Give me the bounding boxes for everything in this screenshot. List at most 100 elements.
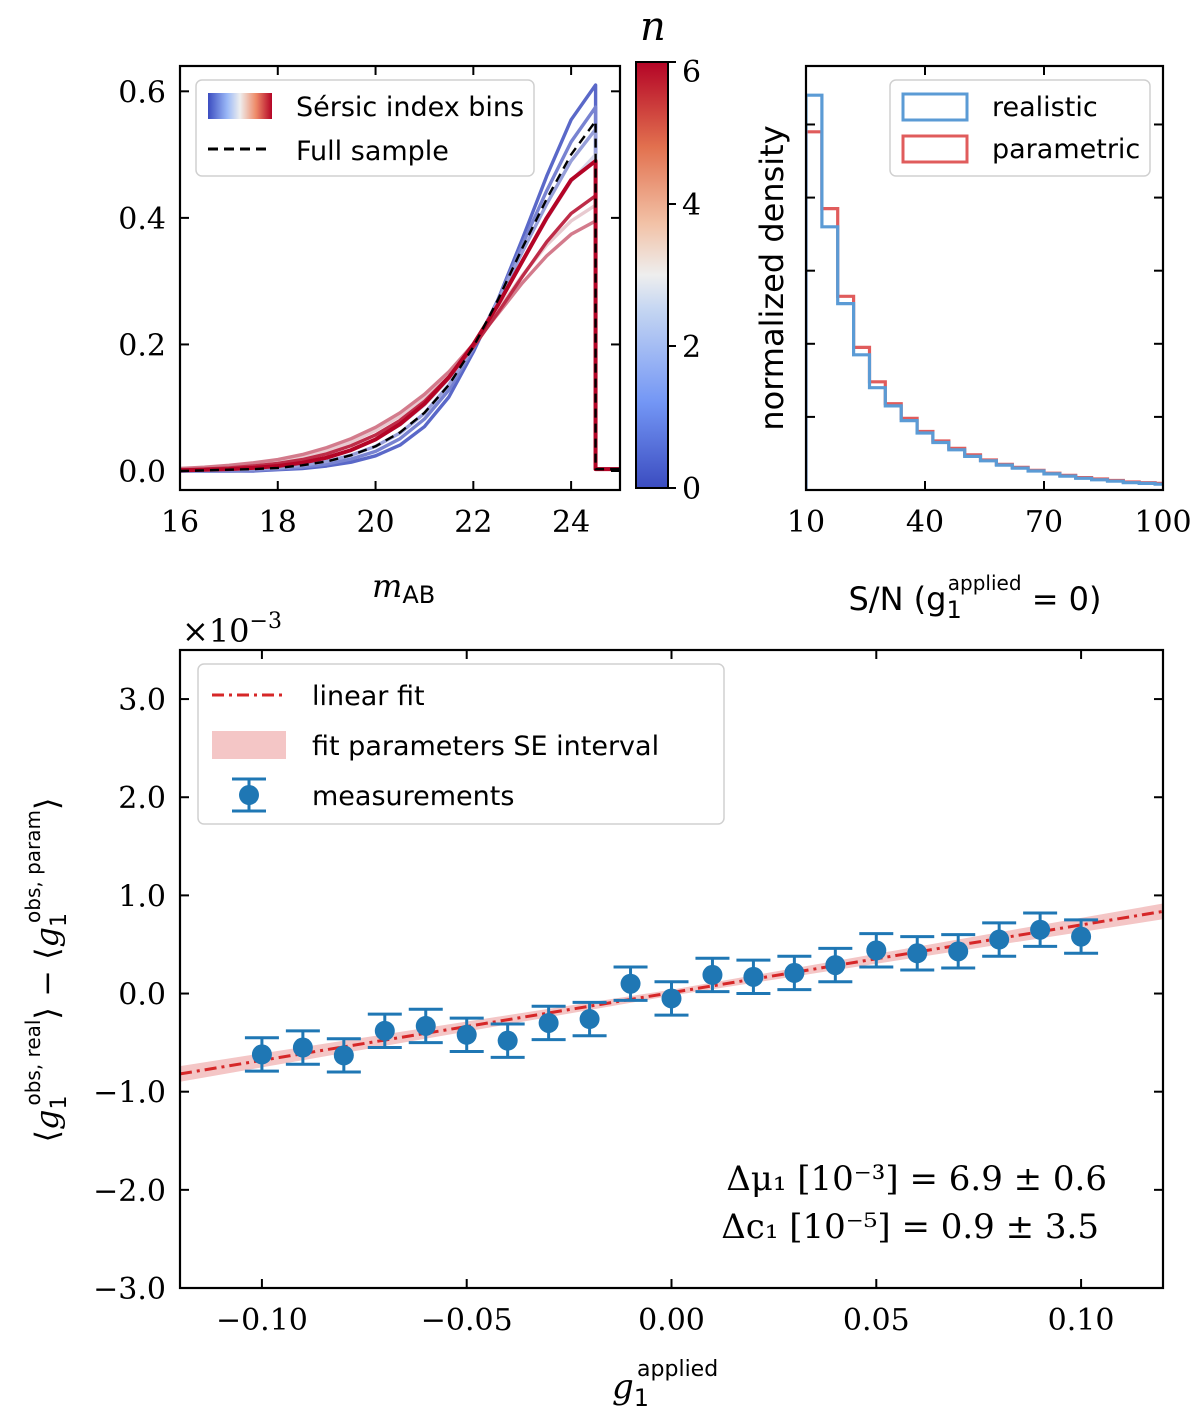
snr-x-tick-label: 100	[1134, 505, 1191, 540]
sersic-curve-3.5	[180, 203, 620, 471]
bias-annotation-mu: Δμ₁ [10⁻³] = 6.9 ± 0.6	[726, 1159, 1107, 1199]
measurement-point	[449, 1016, 484, 1053]
snr-histogram-realistic	[806, 93, 1163, 490]
measurement-point	[1023, 911, 1058, 948]
magnitude-plot-frame	[178, 64, 622, 492]
measurement-marker	[251, 1044, 272, 1065]
sersic-curve-4.5	[180, 219, 620, 471]
measurement-point	[613, 965, 648, 1002]
bias-x-tick-label: 0.05	[843, 1303, 910, 1338]
bias-y-tick-label: 0.0	[118, 978, 166, 1013]
measurement-point	[818, 946, 853, 984]
legend-sersic-bins: Sérsic index bins	[296, 92, 524, 123]
magnitude-x-label: mAB	[372, 567, 435, 609]
magnitude-y-tick-label: 0.2	[118, 328, 166, 363]
magnitude-y-ticks: 0.0 0.2 0.4 0.6	[118, 75, 620, 490]
colorbar-gradient	[635, 61, 669, 489]
bias-y-tick-label: −1.0	[93, 1076, 166, 1111]
legend-linear-fit: linear fit	[312, 681, 425, 712]
measurements-legend-swatch	[232, 777, 266, 813]
sersic-curve-6	[180, 158, 620, 473]
legend-measurements: measurements	[312, 781, 514, 812]
measurement-point	[1064, 918, 1099, 955]
bias-x-label: g1applied	[612, 1357, 718, 1412]
bias-y-tick-label: −2.0	[93, 1174, 166, 1209]
realistic-legend-swatch	[901, 92, 969, 122]
bias-y-tick-label: 2.0	[118, 781, 166, 816]
measurement-point	[572, 1000, 607, 1038]
legend-se-interval: fit parameters SE interval	[312, 731, 659, 762]
legend-realistic: realistic	[992, 92, 1098, 123]
magnitude-x-tick-label: 20	[356, 505, 394, 540]
measurement-point	[490, 1022, 525, 1059]
magnitude-y-tick-label: 0.4	[118, 202, 166, 237]
measurement-point	[408, 1007, 443, 1045]
snr-x-tick-label: 10	[787, 505, 825, 540]
measurement-point	[326, 1037, 361, 1074]
colorbar-tick-label: 4	[682, 188, 701, 223]
measurement-marker	[743, 966, 764, 987]
measurement-point	[941, 933, 976, 970]
measurement-marker	[579, 1009, 600, 1030]
magnitude-y-tick-label: 0.0	[118, 455, 166, 490]
bias-plot-area	[180, 903, 1163, 1082]
measurement-marker	[1030, 919, 1051, 940]
measurement-point	[244, 1036, 279, 1073]
magnitude-legend: Sérsic index bins Full sample	[195, 79, 535, 177]
se-interval-legend-swatch	[212, 731, 286, 759]
snr-x-tick-label: 40	[906, 505, 944, 540]
snr-legend: realistic parametric	[889, 79, 1151, 177]
bias-y-tick-label: −3.0	[93, 1272, 166, 1307]
legend-full-sample: Full sample	[296, 136, 449, 167]
measurement-point	[982, 921, 1017, 958]
bias-legend: linear fit fit parameters SE interval me…	[197, 663, 725, 825]
measurement-marker	[497, 1030, 518, 1051]
bias-y-tick-label: 1.0	[118, 879, 166, 914]
measurement-marker	[784, 962, 805, 983]
sersic-colorbar: 0 2 4 6 n	[635, 4, 701, 507]
bias-x-ticks: −0.10 −0.05 0.00 0.05 0.10	[216, 650, 1115, 1338]
bias-x-tick-label: −0.05	[421, 1303, 513, 1338]
colorbar-tick-label: 0	[682, 472, 701, 507]
legend-parametric: parametric	[992, 134, 1140, 165]
magnitude-x-ticks: 16 18 20 22 24	[161, 66, 590, 540]
snr-y-label: normalized density	[753, 125, 791, 430]
measurement-marker	[702, 964, 723, 985]
snr-x-tick-label: 70	[1025, 505, 1063, 540]
measurement-point	[900, 935, 935, 972]
colorbar-ticks: 0 2 4 6	[668, 55, 701, 507]
measurement-marker	[1071, 926, 1092, 947]
measurement-marker	[456, 1024, 477, 1045]
colorbar-label: n	[640, 4, 666, 50]
colorbar-tick-label: 2	[682, 330, 701, 365]
snr-x-ticks: 10 40 70 100	[787, 66, 1192, 540]
bias-annotation-c: Δc₁ [10⁻⁵] = 0.9 ± 3.5	[721, 1207, 1099, 1247]
magnitude-x-tick-label: 18	[259, 505, 297, 540]
bias-scale-label: ×10−3	[182, 609, 282, 650]
snr-y-ticks	[806, 123, 1163, 418]
measurement-marker	[866, 940, 887, 961]
bias-y-label: ⟨g1obs, real⟩ − ⟨g1obs, param⟩	[21, 797, 72, 1142]
measurement-marker	[374, 1020, 395, 1041]
measurement-marker	[825, 955, 846, 976]
bias-x-tick-label: 0.10	[1048, 1303, 1115, 1338]
magnitude-x-tick-label: 16	[161, 505, 199, 540]
measurement-marker	[948, 941, 969, 962]
snr-panel: 10 40 70 100 normalized density S/N (g1appl…	[753, 64, 1192, 624]
magnitude-panel: 16 18 20 22 24 0.00.20.40.6 mAB Sérsic index…	[118, 4, 701, 609]
snr-plot-frame	[804, 64, 1165, 492]
sersic-bins-legend-swatch	[208, 93, 272, 119]
bias-panel: −0.10 −0.05 0.00 0.05 0.10 −3.0 −2.0 −1.0 0.0 1.…	[21, 609, 1165, 1412]
measurement-marker	[538, 1012, 559, 1033]
measurement-marker	[989, 929, 1010, 950]
colorbar-tick-label: 6	[682, 55, 701, 90]
measurement-point	[859, 932, 894, 969]
measurement-marker	[333, 1045, 354, 1066]
magnitude-x-tick-label: 22	[454, 505, 492, 540]
magnitude-x-tick-label: 24	[552, 505, 590, 540]
measurement-marker	[292, 1037, 313, 1058]
snr-histogram-parametric	[806, 130, 1163, 490]
sersic-curves	[180, 83, 620, 473]
parametric-legend-swatch	[901, 134, 969, 164]
measurement-marker	[620, 973, 641, 994]
